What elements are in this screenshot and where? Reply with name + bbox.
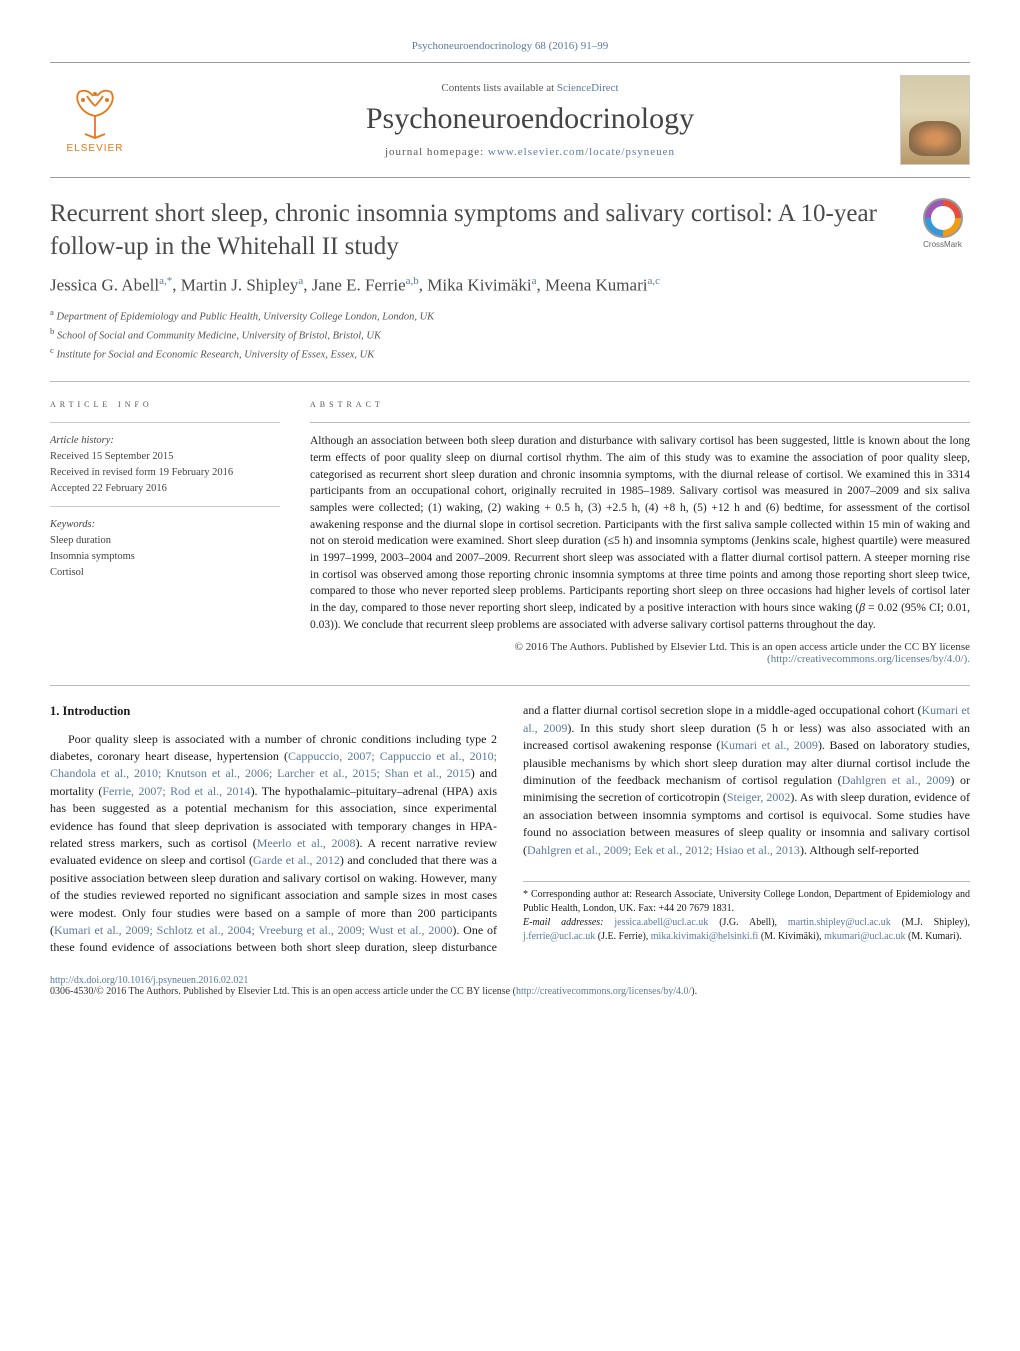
contents-prefix: Contents lists available at (441, 82, 556, 94)
history-accepted: Accepted 22 February 2016 (50, 481, 280, 497)
elsevier-tree-icon (65, 86, 125, 141)
email-addresses: E-mail addresses: jessica.abell@ucl.ac.u… (523, 916, 970, 944)
copyright-text: © 2016 The Authors. Published by Elsevie… (515, 641, 970, 653)
contents-line: Contents lists available at ScienceDirec… (160, 82, 900, 94)
history-revised: Received in revised form 19 February 201… (50, 465, 280, 481)
elsevier-wordmark: ELSEVIER (67, 143, 124, 154)
footer-license-link[interactable]: http://creativecommons.org/licenses/by/4… (516, 986, 691, 997)
keyword: Cortisol (50, 565, 280, 581)
homepage-link[interactable]: www.elsevier.com/locate/psyneuen (488, 146, 675, 158)
section-heading: 1. Introduction (50, 702, 497, 720)
crossmark-icon (923, 198, 963, 238)
abstract-column: ABSTRACT Although an association between… (310, 398, 970, 665)
journal-reference: Psychoneuroendocrinology 68 (2016) 91–99 (50, 40, 970, 52)
doi-link[interactable]: http://dx.doi.org/10.1016/j.psyneuen.201… (50, 975, 248, 986)
divider (50, 685, 970, 686)
body-text: 1. Introduction Poor quality sleep is as… (50, 702, 970, 956)
elsevier-logo: ELSEVIER (50, 75, 140, 165)
article-title: Recurrent short sleep, chronic insomnia … (50, 198, 895, 263)
homepage-prefix: journal homepage: (385, 146, 488, 158)
license-link[interactable]: (http://creativecommons.org/licenses/by/… (767, 653, 970, 665)
divider (50, 381, 970, 382)
article-info-label: ARTICLE INFO (50, 398, 280, 410)
footer-close: ). (691, 986, 697, 997)
keyword: Insomnia symptoms (50, 549, 280, 565)
abstract-text: Although an association between both sle… (310, 433, 970, 633)
page-footer: http://dx.doi.org/10.1016/j.psyneuen.201… (50, 975, 970, 997)
authors-line: Jessica G. Abella,*, Martin J. Shipleya,… (50, 275, 970, 296)
journal-cover-thumbnail (900, 75, 970, 165)
corresponding-author: * Corresponding author at: Research Asso… (523, 888, 970, 916)
history-received: Received 15 September 2015 (50, 449, 280, 465)
affiliations: a Department of Epidemiology and Public … (50, 306, 970, 364)
journal-name: Psychoneuroendocrinology (160, 102, 900, 136)
article-info-column: ARTICLE INFO Article history: Received 1… (50, 398, 280, 665)
journal-header: ELSEVIER Contents lists available at Sci… (50, 62, 970, 178)
crossmark-label: CrossMark (923, 240, 962, 249)
abstract-label: ABSTRACT (310, 398, 970, 410)
crossmark-badge[interactable]: CrossMark (915, 198, 970, 253)
homepage-line: journal homepage: www.elsevier.com/locat… (160, 146, 900, 158)
keyword: Sleep duration (50, 533, 280, 549)
keywords-label: Keywords: (50, 517, 280, 533)
sciencedirect-link[interactable]: ScienceDirect (557, 82, 619, 94)
issn-copyright: 0306-4530/© 2016 The Authors. Published … (50, 986, 516, 997)
copyright-line: © 2016 The Authors. Published by Elsevie… (310, 641, 970, 665)
footnotes: * Corresponding author at: Research Asso… (523, 881, 970, 944)
history-label: Article history: (50, 433, 280, 449)
